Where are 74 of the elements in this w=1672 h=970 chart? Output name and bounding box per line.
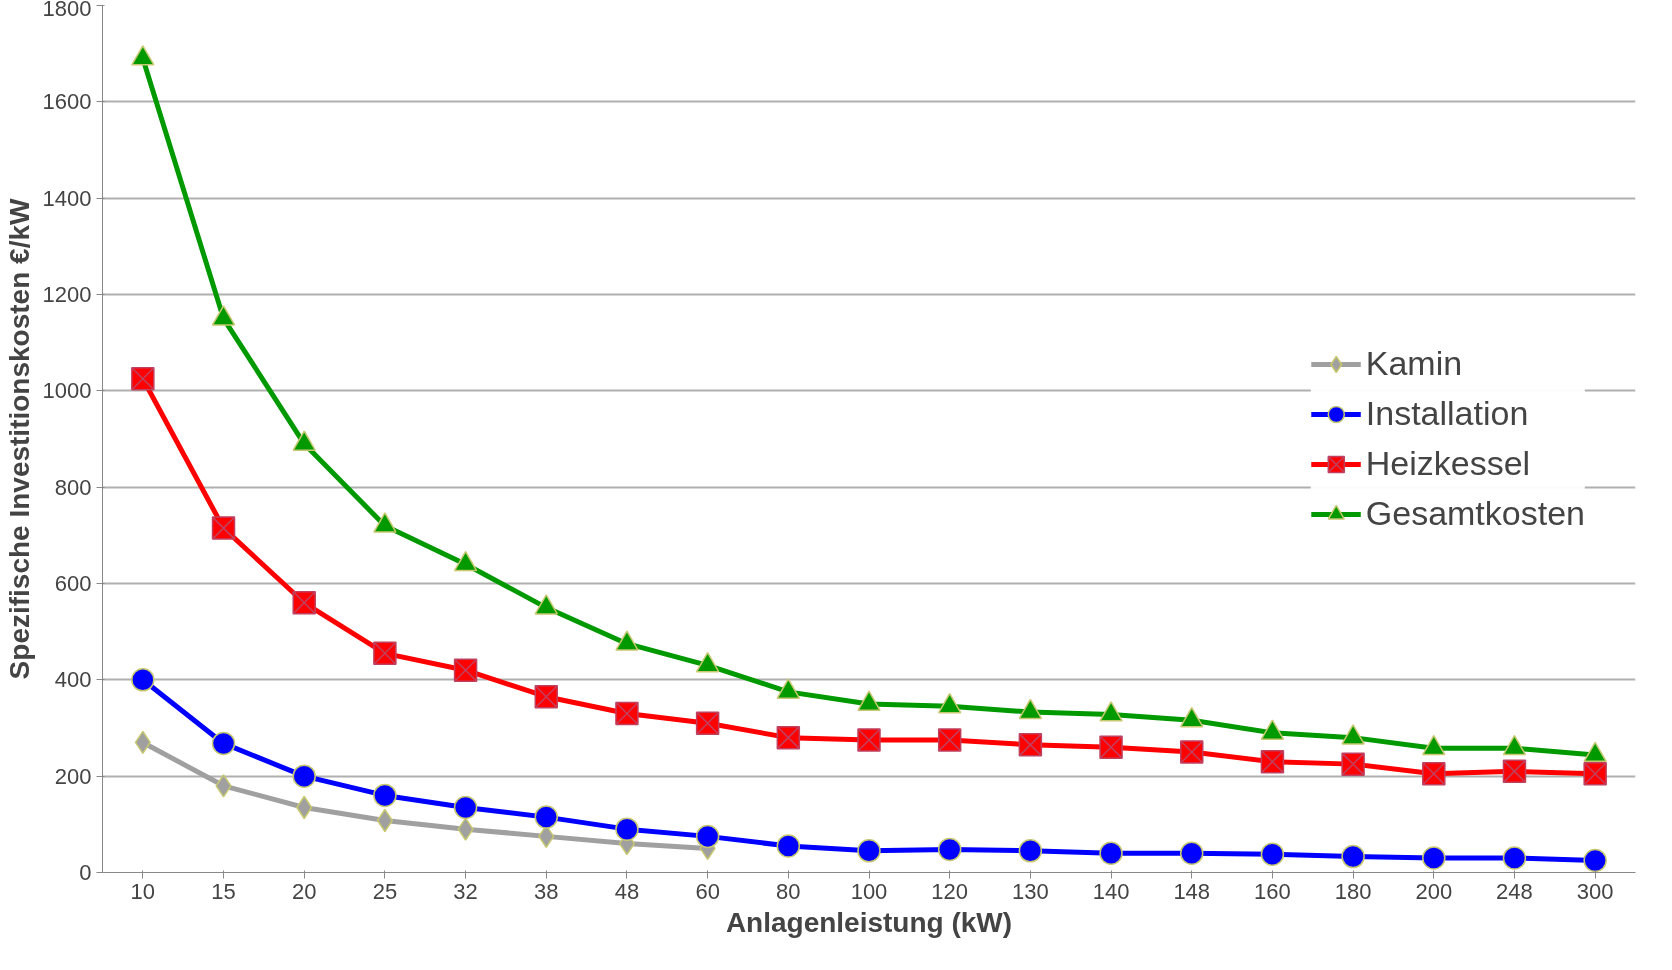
y-tick-label: 600 [54, 571, 92, 596]
x-tick-label: 38 [534, 878, 559, 904]
x-tick-label: 140 [1092, 878, 1130, 904]
y-tick-label: 1200 [42, 282, 92, 307]
legend-label: Heizkessel [1365, 444, 1531, 483]
point [1422, 846, 1446, 870]
x-tick-label: 120 [931, 878, 969, 904]
point [373, 783, 397, 808]
x-tick-label: 48 [614, 878, 640, 904]
point [211, 516, 236, 540]
point [373, 512, 397, 533]
x-tick-label: 248 [1496, 878, 1533, 904]
point [937, 728, 962, 752]
x-tick-label: 130 [1012, 878, 1049, 904]
x-tick-label: 300 [1576, 878, 1614, 904]
y-tick-label: 200 [54, 763, 92, 789]
point [1018, 839, 1043, 863]
x-axis-title: Anlagenleistung (kW) [725, 906, 1013, 938]
point [1179, 740, 1204, 764]
point [615, 817, 639, 841]
point [453, 795, 478, 820]
point [937, 837, 962, 862]
point [373, 641, 397, 666]
legend-label: Kamin [1365, 344, 1463, 383]
y-tick-label: 1400 [42, 185, 92, 211]
point [211, 731, 236, 756]
x-tick-label: 148 [1173, 878, 1211, 904]
point [215, 774, 232, 798]
point [292, 591, 316, 615]
point [776, 834, 801, 858]
point [1018, 733, 1043, 757]
point [1422, 762, 1446, 786]
point [1341, 844, 1365, 869]
point [211, 305, 236, 326]
point [534, 805, 559, 829]
y-tick-label: 400 [54, 667, 92, 693]
point [1179, 841, 1204, 865]
y-tick-label: 1000 [42, 378, 92, 404]
point [1502, 846, 1527, 870]
x-tick-label: 180 [1334, 878, 1372, 904]
legend-label: Gesamtkosten [1365, 494, 1585, 533]
point [1099, 735, 1123, 760]
legend-label: Installation [1365, 394, 1529, 433]
point [1099, 841, 1123, 865]
x-tick-label: 80 [776, 878, 801, 904]
x-tick-label: 15 [211, 878, 236, 904]
point [857, 839, 881, 863]
point [453, 658, 478, 682]
point [1583, 848, 1607, 873]
x-tick-label: 160 [1254, 878, 1291, 904]
point [292, 764, 316, 788]
x-tick-label: 25 [372, 878, 398, 904]
point [457, 817, 474, 841]
point [1260, 842, 1285, 866]
y-tick-label: 800 [54, 474, 92, 500]
x-tick-label: 20 [291, 878, 317, 904]
x-tick-label: 32 [453, 878, 478, 904]
point [131, 45, 155, 66]
y-tick-label: 0 [79, 860, 92, 885]
x-tick-label: 60 [695, 878, 720, 904]
y-axis-title: Spezifische Investitionskosten €/kW [3, 198, 35, 680]
point [615, 701, 639, 726]
x-tick-label: 100 [850, 878, 888, 904]
point [292, 430, 316, 451]
point [1583, 762, 1607, 786]
point [695, 711, 720, 735]
point [857, 728, 881, 752]
point [131, 668, 155, 692]
point [1341, 752, 1365, 776]
x-tick-label: 200 [1415, 878, 1453, 904]
y-tick-label: 1800 [42, 0, 92, 21]
point [695, 824, 720, 849]
x-tick-label: 10 [130, 878, 156, 904]
y-tick-label: 1600 [42, 89, 92, 115]
